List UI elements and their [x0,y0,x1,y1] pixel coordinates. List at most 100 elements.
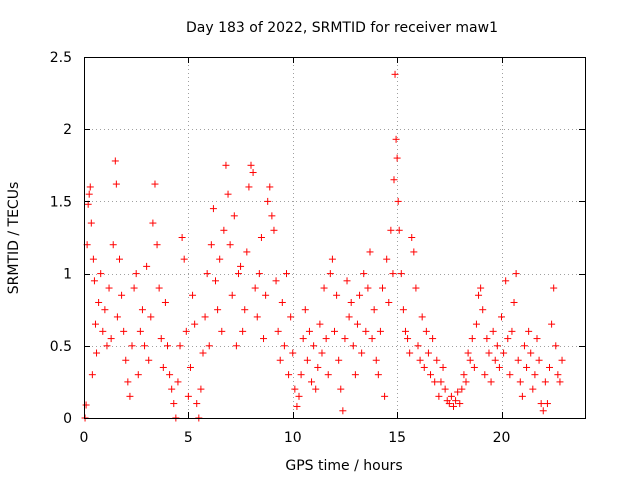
data-point [205,342,213,350]
data-point [305,327,313,335]
data-point [228,291,236,299]
data-point [525,327,533,335]
data-points [81,70,566,422]
data-point [445,400,453,408]
data-point [89,255,97,263]
data-point [122,356,130,364]
data-point [124,378,132,386]
y-tick-label: 0 [63,411,72,427]
data-point [531,371,539,379]
data-point [299,335,307,343]
data-point [502,277,510,285]
data-point [362,327,370,335]
data-point [385,298,393,306]
data-point [245,183,253,191]
data-point [364,284,372,292]
data-point [500,349,508,357]
data-point [155,284,163,292]
data-point [523,363,531,371]
data-point [320,284,328,292]
data-point [353,320,361,328]
data-point [493,342,501,350]
data-point [495,363,503,371]
data-point [224,190,232,198]
data-point [151,180,159,188]
data-point [470,363,478,371]
data-point [182,327,190,335]
x-tick-label: 10 [284,430,302,446]
data-point [498,313,505,321]
y-tick-labels: 0 0.5 1 1.5 2 2.5 [50,50,72,427]
data-point [358,349,366,357]
data-point [101,306,109,314]
data-point [395,226,403,234]
data-point [191,320,199,328]
data-point [399,306,407,314]
data-point [483,335,491,343]
data-point [314,363,322,371]
data-point [278,298,286,306]
data-point [392,135,400,143]
data-point [391,70,399,78]
data-point [485,349,493,357]
y-tick-label: 0.5 [50,339,72,355]
data-point [420,363,428,371]
data-point [126,392,134,400]
data-point [435,392,443,400]
data-point [161,298,169,306]
data-point [255,270,263,278]
x-tick-label: 15 [388,430,406,446]
data-point [178,234,186,241]
data-point [477,284,485,292]
data-point [454,388,462,396]
data-point [339,407,347,415]
data-point [209,205,217,213]
data-point [345,313,353,321]
data-point [464,349,472,357]
data-point [401,327,409,335]
data-point [93,349,101,357]
data-point [374,371,382,379]
y-tick-label: 1.5 [50,194,72,210]
data-point [164,342,171,350]
data-point [109,241,117,249]
data-point [404,335,412,343]
data-point [297,371,305,379]
data-point [460,371,468,379]
data-point [322,335,330,343]
data-point [289,349,297,357]
data-point [282,270,290,278]
data-point [293,402,301,410]
data-point [193,400,201,408]
y-tick-label: 2 [63,122,72,138]
data-point [247,161,255,169]
data-point [462,378,470,386]
data-point [168,385,176,393]
data-point [270,226,278,234]
data-point [370,306,378,314]
data-point [491,356,499,364]
data-point [285,371,293,379]
data-point [437,378,445,386]
data-point [241,306,249,314]
data-point [506,371,514,379]
data-point [268,212,276,220]
data-point [216,255,224,263]
data-point [120,327,128,335]
data-point [447,392,455,400]
x-axis-label: GPS time / hours [285,458,402,474]
data-point [262,291,270,299]
data-point [349,342,357,350]
data-point [341,335,349,343]
data-point [481,371,489,379]
data-point [387,226,395,234]
data-point [105,284,113,292]
data-point [558,356,566,364]
data-point [424,349,432,357]
data-point [390,176,398,184]
data-point [214,306,222,314]
data-point [508,327,516,335]
data-point [212,277,220,285]
data-point [449,402,457,410]
y-tick-label: 2.5 [50,50,72,66]
